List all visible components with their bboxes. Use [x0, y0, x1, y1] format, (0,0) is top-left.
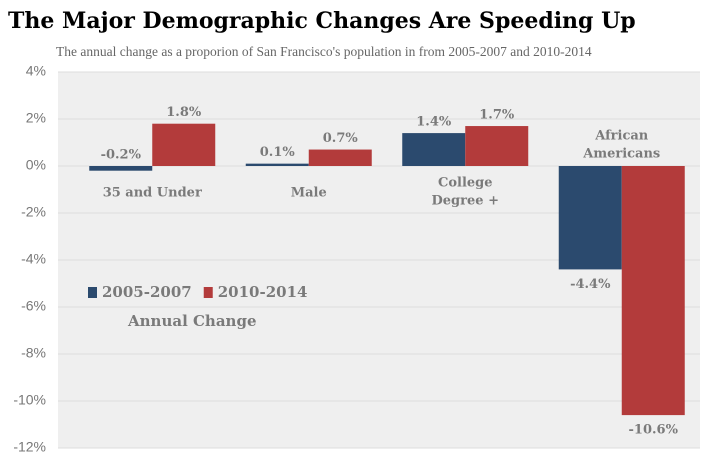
value-label: -0.2% — [101, 148, 142, 163]
bar — [89, 166, 153, 171]
value-label: 1.4% — [416, 115, 452, 130]
bar — [465, 126, 529, 166]
category-label: Male — [291, 186, 327, 201]
y-tick-label: -12% — [13, 439, 46, 455]
category-label: African — [594, 129, 649, 144]
bar — [152, 123, 216, 166]
value-label: -10.6% — [629, 423, 679, 438]
y-tick-label: -6% — [21, 298, 46, 314]
legend-swatch — [203, 287, 213, 298]
bar — [245, 163, 309, 166]
bar — [402, 133, 466, 166]
y-tick-label: 4% — [26, 63, 46, 79]
category-label: 35 and Under — [103, 186, 202, 201]
value-label: -4.4% — [570, 277, 611, 292]
legend-label: 2010-2014 — [218, 283, 308, 301]
y-tick-label: 0% — [26, 157, 46, 173]
category-label: College — [438, 176, 493, 191]
y-tick-label: -2% — [21, 204, 46, 220]
y-tick-label: -4% — [21, 251, 46, 267]
legend-swatch — [88, 287, 97, 298]
bar — [621, 166, 685, 416]
y-tick-label: 2% — [26, 110, 46, 126]
y-tick-label: -8% — [21, 345, 46, 361]
value-label: 1.7% — [479, 108, 515, 123]
bar — [308, 149, 372, 166]
category-label: Americans — [582, 147, 660, 162]
legend-label: 2005-2007 — [102, 283, 192, 301]
legend-title: Annual Change — [127, 312, 257, 330]
bar — [558, 166, 622, 270]
chart-title: The Major Demographic Changes Are Speedi… — [8, 8, 636, 34]
value-label: 0.7% — [323, 131, 359, 146]
marks: -0.2% 1.8% 35 and Under 0.1% 0.7% Male 1.4% 1.7… — [89, 105, 685, 438]
value-label: 1.8% — [166, 105, 202, 120]
chart-subtitle: The annual change as a proporion of San … — [56, 44, 592, 59]
value-label: 0.1% — [260, 145, 296, 160]
category-label: Degree + — [432, 194, 499, 209]
y-tick-label: -10% — [13, 392, 46, 408]
